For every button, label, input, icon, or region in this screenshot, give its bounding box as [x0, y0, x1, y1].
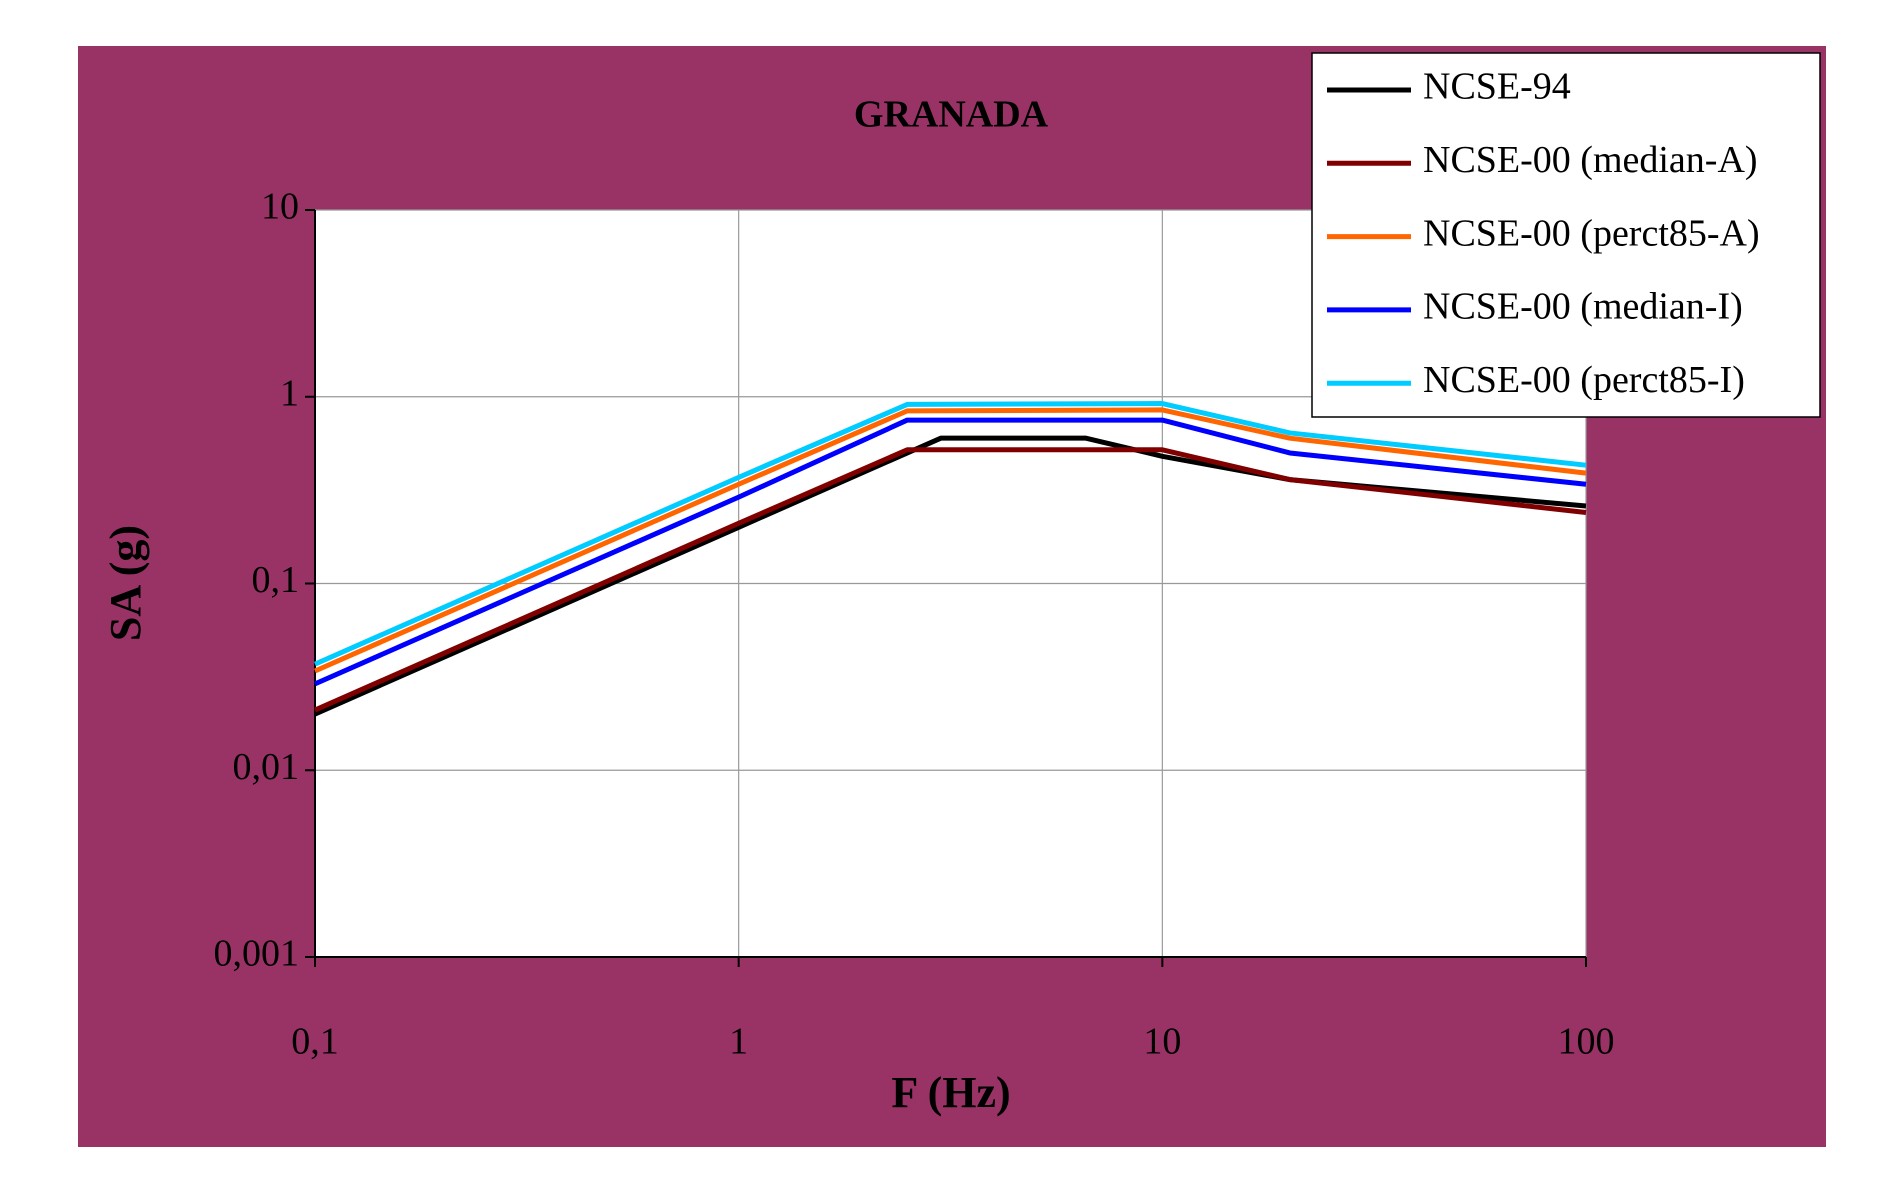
x-tick-label: 10: [1143, 1021, 1181, 1063]
y-tick-label: 0,001: [214, 933, 300, 975]
y-tick-label: 1: [280, 372, 299, 414]
y-tick-label: 10: [261, 186, 299, 228]
x-tick-label: 100: [1558, 1021, 1615, 1063]
series-line: [313, 417, 1587, 687]
y-tick-label: 0,01: [233, 746, 300, 788]
series-line: [313, 407, 1587, 674]
chart-title: GRANADA: [854, 94, 1049, 136]
series-line: [313, 401, 1587, 667]
x-tick-label: 1: [729, 1021, 748, 1063]
series-line: [313, 447, 1587, 713]
x-axis-label: F (Hz): [891, 1068, 1010, 1117]
y-tick-label: 0,1: [252, 559, 300, 601]
y-axis-label: SA (g): [101, 525, 150, 641]
legend-label: NCSE-00 (median-A): [1423, 139, 1758, 181]
legend-label: NCSE-00 (perct85-I): [1423, 359, 1745, 401]
x-tick-label: 0,1: [291, 1021, 339, 1063]
legend-label: NCSE-94: [1423, 66, 1571, 108]
legend-label: NCSE-00 (median-I): [1423, 286, 1743, 328]
legend-label: NCSE-00 (perct85-A): [1423, 212, 1760, 254]
